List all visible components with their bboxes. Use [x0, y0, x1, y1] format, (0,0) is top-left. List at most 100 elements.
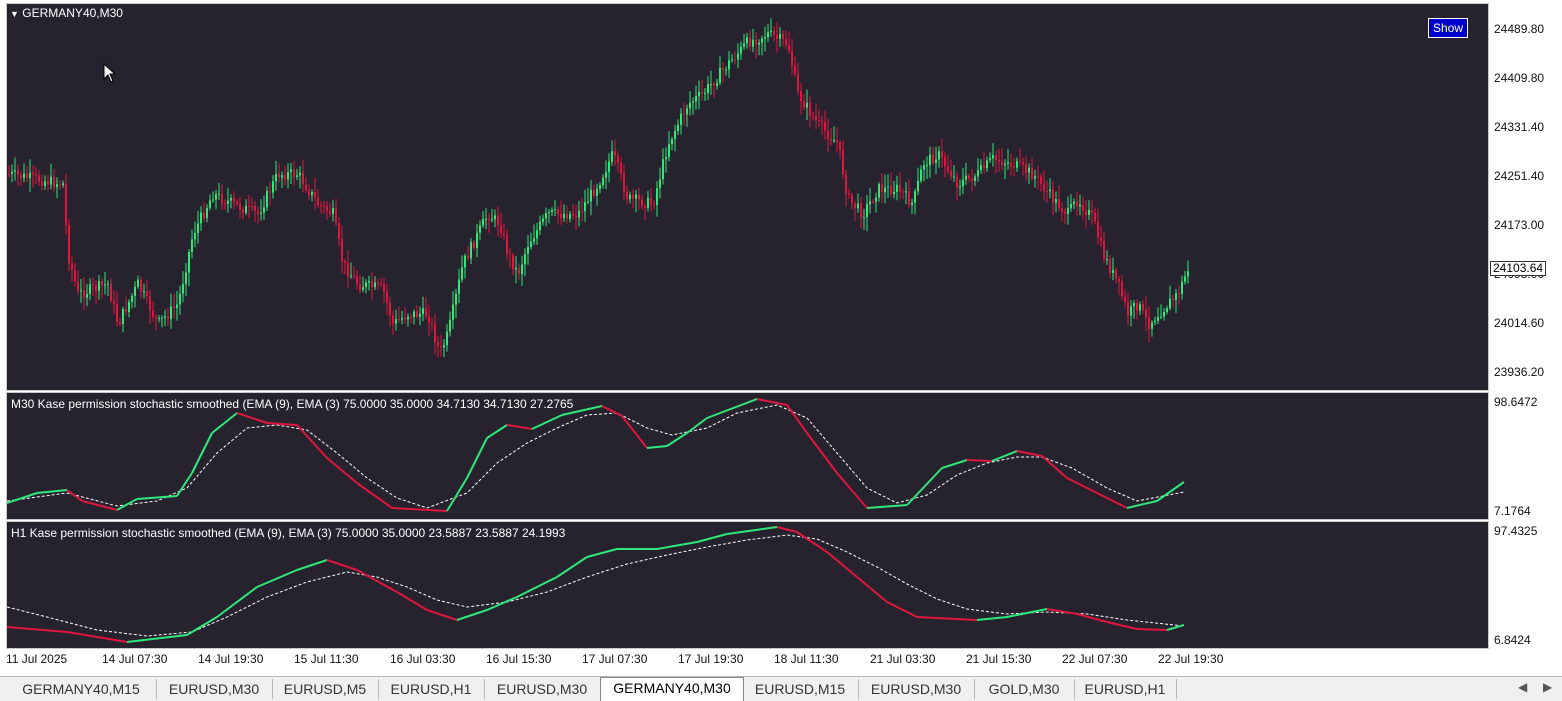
bull-candle	[281, 171, 283, 188]
bear-candle	[347, 250, 349, 288]
bull-candle	[536, 222, 538, 245]
bull-candle	[14, 157, 16, 181]
bear-candle	[776, 22, 778, 53]
bull-candle	[260, 199, 262, 221]
show-button[interactable]: Show	[1428, 18, 1468, 38]
bull-candle	[98, 274, 100, 300]
bull-candle	[986, 156, 988, 172]
bull-candle	[1004, 159, 1006, 180]
bull-candle	[707, 76, 709, 100]
bull-candle	[266, 186, 268, 211]
bear-candle	[803, 94, 805, 111]
indicator-h1-main-segment	[356, 569, 398, 593]
price-scale-label: 24409.80	[1494, 71, 1545, 85]
bear-candle	[1076, 191, 1078, 216]
tabs-scroll-left-icon[interactable]: ◀	[1518, 680, 1528, 694]
bull-candle	[332, 200, 334, 222]
price-scale-label: 24251.40	[1494, 169, 1545, 183]
bull-candle	[212, 191, 214, 203]
bull-candle	[686, 104, 688, 127]
indicator-m30-scale-max: 98.6472	[1494, 395, 1538, 409]
indicator-m30-main-segment	[466, 437, 488, 479]
price-scale-label: 24331.40	[1494, 120, 1545, 134]
bull-candle	[1133, 300, 1135, 319]
indicator-h1-main-segment	[1046, 608, 1078, 615]
bull-candle	[779, 27, 781, 48]
bear-candle	[119, 317, 121, 327]
bull-candle	[176, 290, 178, 321]
price-chart-pane[interactable]	[6, 3, 1489, 391]
chart-tab[interactable]: GERMANY40,M15	[6, 679, 157, 699]
indicator-h1-main-segment	[126, 634, 188, 643]
bull-candle	[164, 309, 166, 327]
bull-candle	[56, 177, 58, 199]
bear-candle	[47, 175, 49, 191]
bull-candle	[716, 78, 718, 90]
indicator-h1-pane[interactable]	[6, 521, 1489, 649]
bull-candle	[761, 35, 763, 56]
bull-candle	[659, 167, 661, 199]
chart-tab[interactable]: EURUSD,H1	[378, 679, 485, 699]
bull-candle	[470, 238, 472, 264]
chart-tab[interactable]: GERMANY40,M30	[600, 677, 744, 701]
bull-candle	[674, 124, 676, 152]
indicator-h1-main-segment	[586, 548, 618, 558]
symbol-timeframe-title: ▼ GERMANY40,M30	[10, 6, 123, 20]
bull-candle	[1139, 301, 1141, 316]
bull-candle	[143, 283, 145, 299]
bull-candle	[878, 182, 880, 202]
indicator-m30-main-segment	[116, 498, 138, 511]
bull-candle	[1184, 270, 1186, 285]
bear-candle	[1043, 170, 1045, 201]
indicator-m30-main-segment	[601, 405, 623, 417]
chart-tab[interactable]: EURUSD,M30	[858, 679, 975, 699]
chart-tab[interactable]: EURUSD,M5	[272, 679, 379, 699]
chart-tab[interactable]: EURUSD,M30	[484, 679, 601, 699]
bull-candle	[548, 208, 550, 224]
chart-tab[interactable]: EURUSD,H1	[1074, 679, 1177, 699]
bull-candle	[137, 275, 139, 289]
indicator-h1-main-segment	[516, 576, 558, 598]
bull-candle	[863, 208, 865, 230]
bull-candle	[197, 210, 199, 244]
tabs-scroll-right-icon[interactable]: ▶	[1543, 680, 1553, 694]
indicator-m30-main-segment	[561, 405, 603, 416]
indicator-m30-main-segment	[211, 412, 238, 434]
bear-candle	[971, 169, 973, 192]
indicator-m30-pane[interactable]	[6, 392, 1489, 520]
chart-tab[interactable]: EURUSD,M15	[742, 679, 859, 699]
time-axis-label: 16 Jul 03:30	[390, 652, 456, 666]
indicator-h1-main-segment	[426, 609, 458, 621]
bull-candle	[194, 221, 196, 248]
bull-candle	[446, 324, 448, 352]
bull-candle	[527, 234, 529, 265]
bear-candle	[503, 223, 505, 241]
indicator-m30-main-segment	[621, 415, 648, 449]
bear-candle	[1022, 157, 1024, 176]
bear-candle	[575, 205, 577, 230]
bull-candle	[578, 200, 580, 227]
bear-candle	[1082, 196, 1084, 220]
indicator-m30-plot	[7, 398, 1185, 512]
chart-tab[interactable]: GOLD,M30	[974, 679, 1075, 699]
time-axis-label: 21 Jul 15:30	[966, 652, 1032, 666]
chart-tab[interactable]: EURUSD,M30	[156, 679, 273, 699]
indicator-h1-main-segment	[976, 616, 1008, 621]
bull-candle	[767, 23, 769, 43]
indicator-m30-main-segment	[236, 412, 268, 424]
bear-candle	[242, 206, 244, 220]
bear-candle	[860, 197, 862, 229]
bull-candle	[743, 34, 745, 51]
bull-candle	[131, 293, 133, 309]
indicator-h1-main-segment	[456, 609, 488, 621]
bear-candle	[1001, 147, 1003, 171]
bear-candle	[509, 248, 511, 269]
bull-candle	[875, 192, 877, 213]
bull-candle	[182, 271, 184, 303]
bear-candle	[239, 196, 241, 219]
bull-candle	[158, 315, 160, 323]
collapse-triangle-icon[interactable]: ▼	[10, 9, 19, 19]
indicator-h1-main-segment	[1006, 608, 1048, 618]
indicator-h1-main-segment	[826, 551, 858, 578]
bear-candle	[1046, 180, 1048, 203]
